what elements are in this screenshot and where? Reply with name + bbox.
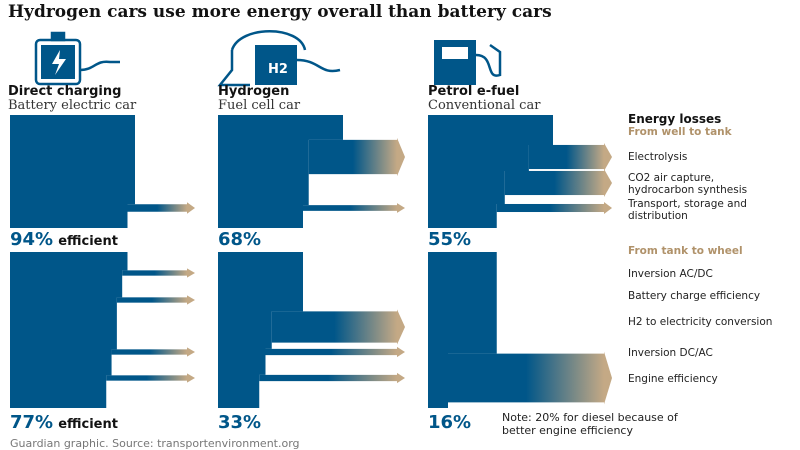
efficiency: 77% <box>10 412 54 433</box>
loss-label: H2 to electricity conversion <box>628 316 773 328</box>
energy-flow <box>428 115 553 228</box>
loss-flow <box>265 348 397 356</box>
efficient-word: efficient <box>58 417 118 432</box>
loss-flow <box>106 375 187 381</box>
loss-label: Electrolysis <box>628 151 688 163</box>
efficiency: 33% <box>218 412 262 433</box>
efficiency: 55% <box>428 229 472 250</box>
column-subheading: Conventional car <box>428 98 541 113</box>
loss-label: Engine efficiency <box>628 373 718 385</box>
energy-flow <box>218 252 303 408</box>
loss-arrowhead <box>604 201 612 215</box>
column-subheading: Fuel cell car <box>218 98 301 113</box>
loss-label: Battery charge efficiency <box>628 290 761 302</box>
legend-heading: From well to tank <box>628 126 732 138</box>
energy-flow <box>10 252 128 408</box>
loss-arrowhead <box>187 202 195 214</box>
loss-arrowhead <box>187 295 195 305</box>
loss-flow <box>528 144 604 170</box>
efficiency: 16% <box>428 412 472 433</box>
hydrogen-icon <box>217 30 341 87</box>
loss-flow <box>504 170 604 196</box>
battery-icon <box>34 31 120 86</box>
title: Hydrogen cars use more energy overall th… <box>8 2 552 22</box>
loss-flow <box>303 205 397 211</box>
column-heading: Petrol e-fuel <box>428 84 520 99</box>
efficiency: 68% <box>218 229 262 250</box>
loss-flow <box>448 353 604 403</box>
loss-flow <box>271 311 397 343</box>
loss-arrowhead <box>604 351 612 405</box>
loss-flow <box>496 203 604 213</box>
loss-label: Transport, storage and distribution <box>628 198 747 222</box>
loss-arrowhead <box>397 346 405 358</box>
efficient-word: efficient <box>58 234 118 249</box>
loss-arrowhead <box>397 203 405 213</box>
loss-arrowhead <box>187 347 195 357</box>
note: Note: 20% for diesel because of better e… <box>502 411 678 437</box>
loss-arrowhead <box>397 137 405 177</box>
loss-arrowhead <box>187 268 195 278</box>
energy-flow <box>10 115 135 228</box>
column-heading: Direct charging <box>8 84 122 99</box>
loss-arrowhead <box>187 373 195 383</box>
loss-flow <box>308 139 397 175</box>
column-heading: Hydrogen <box>218 84 290 99</box>
loss-flow <box>111 349 187 355</box>
loss-arrowhead <box>604 142 612 172</box>
loss-arrowhead <box>397 309 405 345</box>
efficiency: 94% <box>10 229 54 250</box>
loss-flow <box>116 297 187 303</box>
loss-label: Inversion DC/AC <box>628 347 713 359</box>
loss-arrowhead <box>604 168 612 198</box>
loss-arrowhead <box>397 372 405 384</box>
source: Guardian graphic. Source: transportenvir… <box>10 437 300 450</box>
loss-label: CO2 air capture, hydrocarbon synthesis <box>628 172 748 196</box>
energy-flow <box>428 252 497 408</box>
loss-flow <box>122 270 187 276</box>
legend-heading: From tank to wheel <box>628 245 743 257</box>
icon-label: H2 <box>268 62 288 77</box>
legend-title: Energy losses <box>628 112 722 126</box>
loss-flow <box>259 374 397 382</box>
energy-flow <box>218 115 343 228</box>
loss-label: Inversion AC/DC <box>628 268 713 280</box>
pump-icon <box>434 40 502 85</box>
loss-flow <box>127 204 187 212</box>
column-subheading: Battery electric car <box>8 98 137 113</box>
